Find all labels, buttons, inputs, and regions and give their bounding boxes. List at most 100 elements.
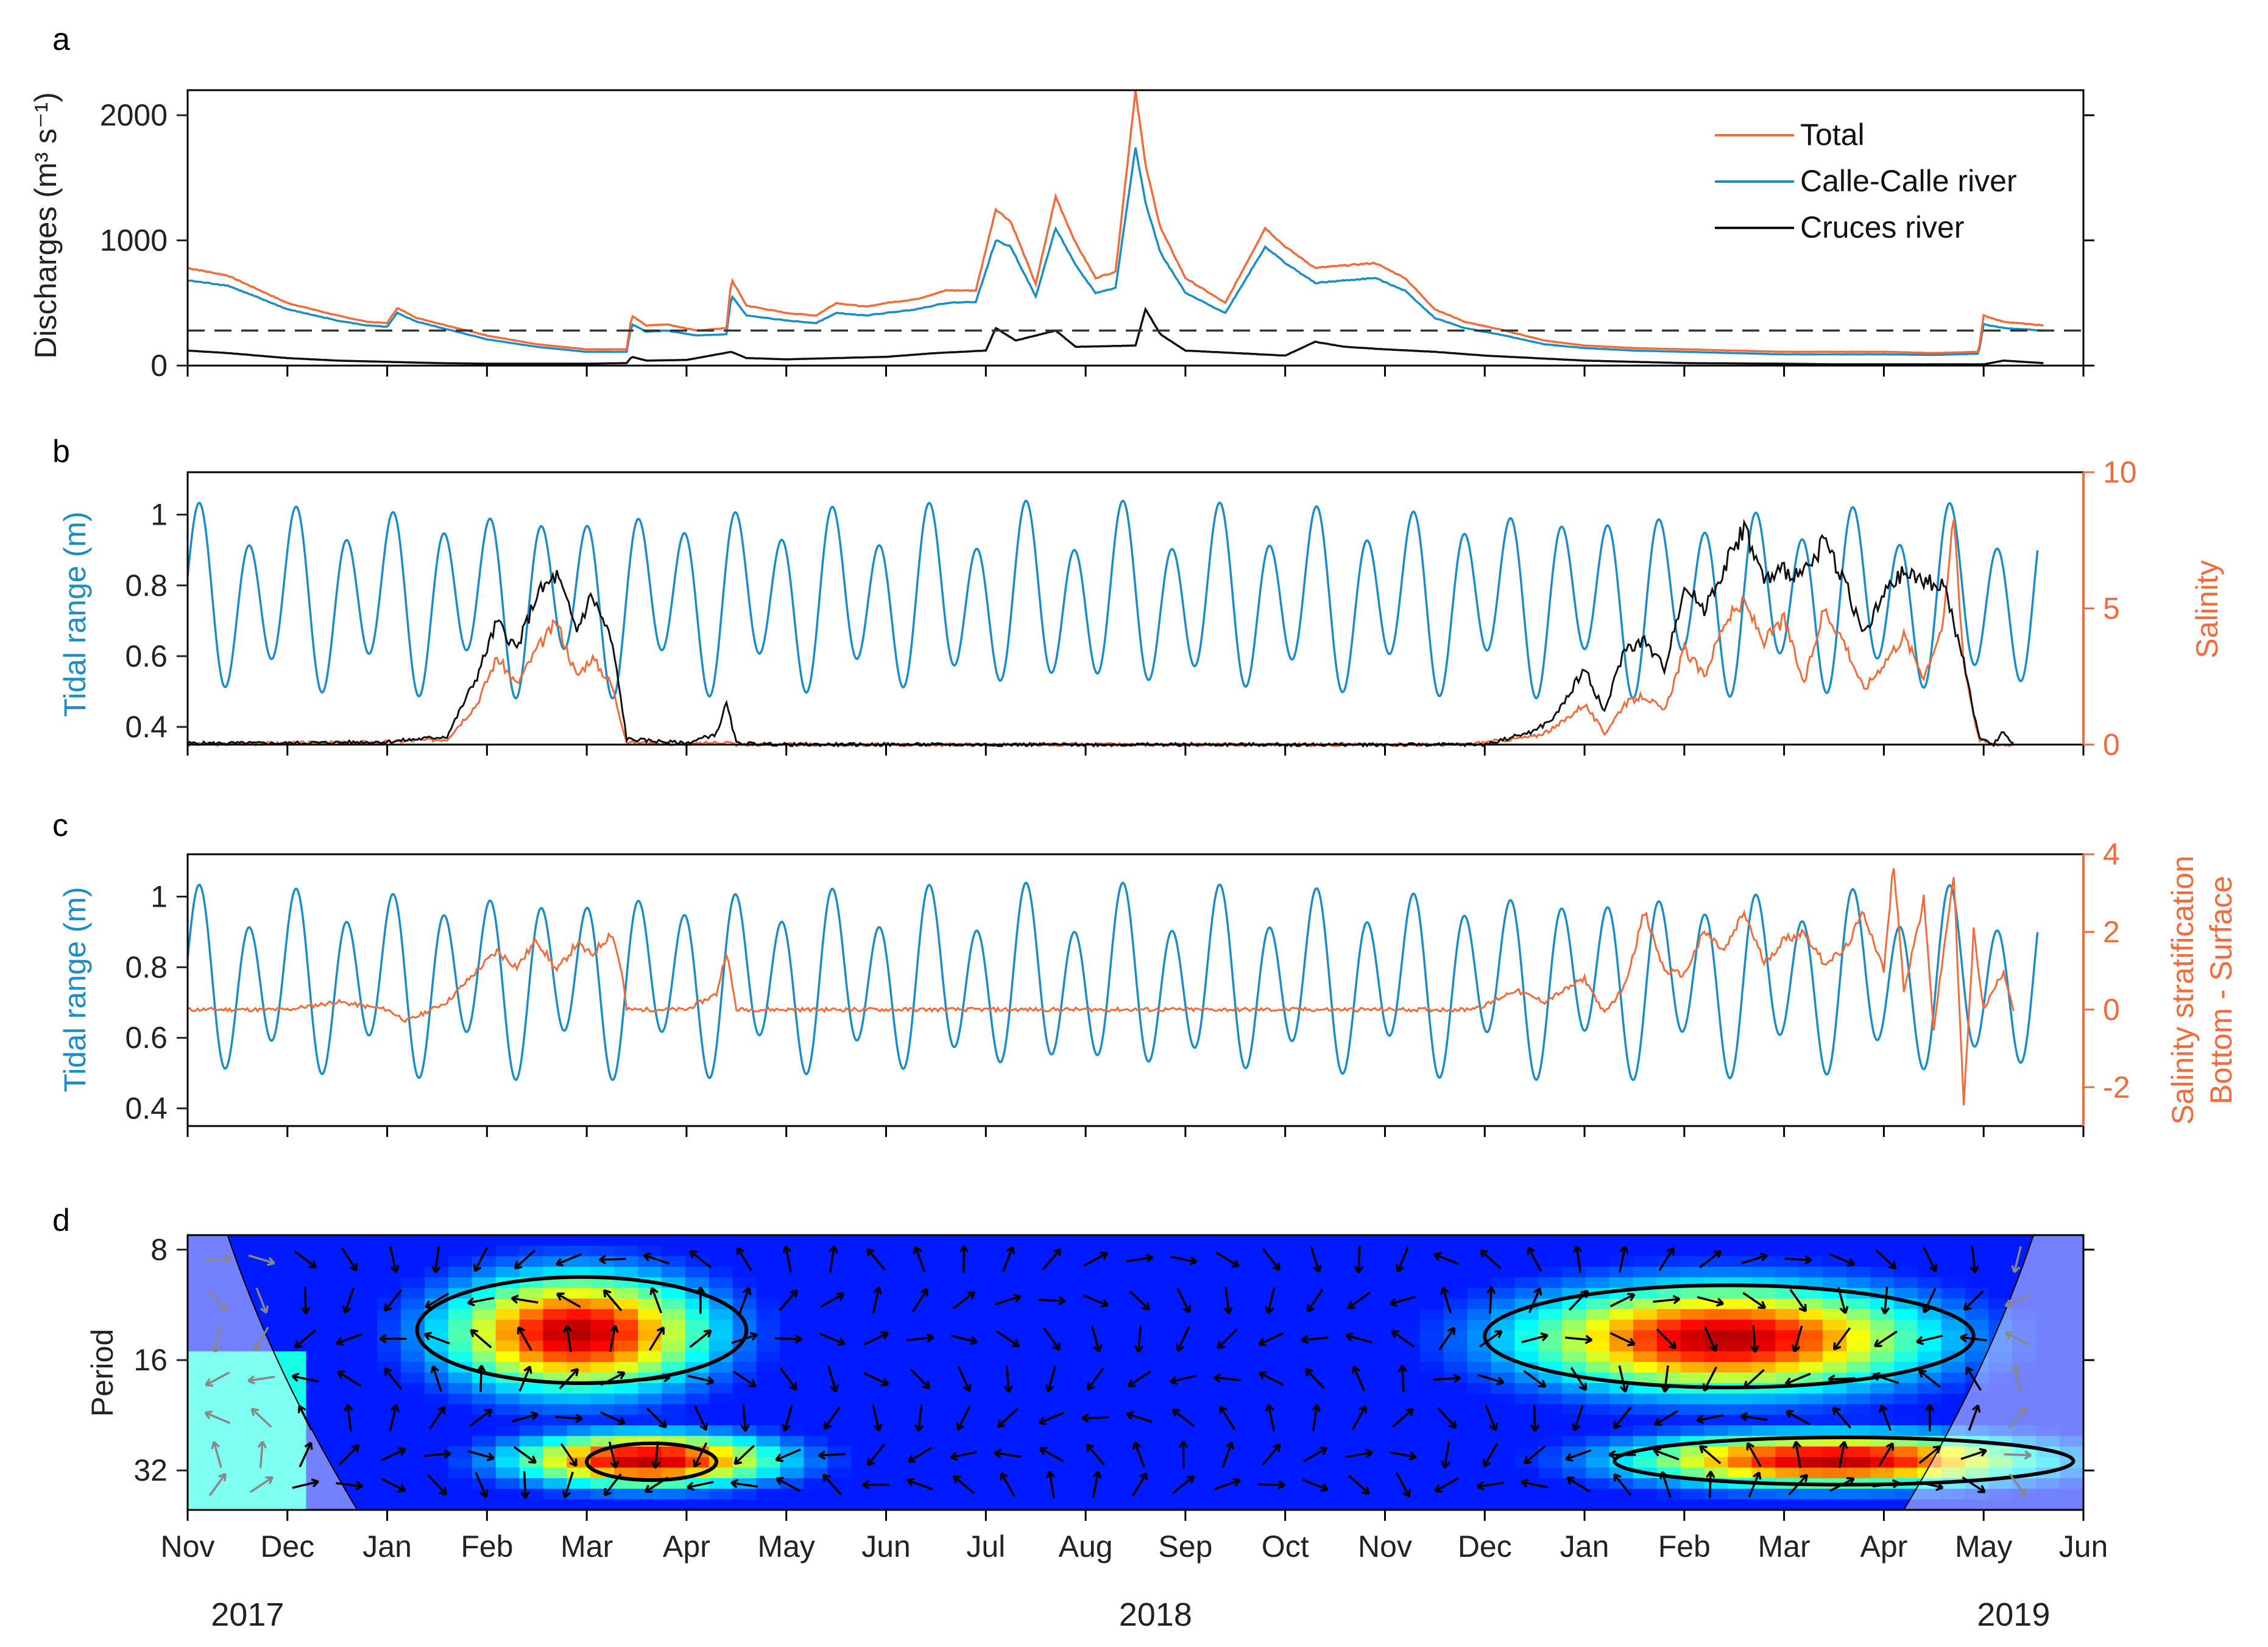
heatmap-cell <box>1112 1351 1136 1362</box>
x-tick-label: Jul <box>966 1529 1005 1564</box>
heatmap-cell <box>969 1478 994 1490</box>
heatmap-cell <box>1088 1235 1112 1247</box>
heatmap-cell <box>1159 1309 1184 1320</box>
phase-arrow <box>1872 1479 1900 1489</box>
heatmap-cell <box>1325 1287 1349 1299</box>
phase-arrow <box>562 1472 574 1498</box>
heatmap-cell <box>1301 1319 1326 1331</box>
heatmap-cell <box>875 1319 899 1331</box>
heatmap-cell <box>1680 1298 1705 1310</box>
heatmap-cell <box>1372 1499 1397 1511</box>
heatmap-cell <box>353 1330 378 1342</box>
heatmap-cell <box>448 1467 473 1479</box>
heatmap-cell <box>662 1499 686 1511</box>
y-tick-label: 5 <box>2103 592 2120 626</box>
heatmap-cell <box>1751 1330 1776 1342</box>
tidal-range-line <box>186 499 2039 700</box>
heatmap-cell <box>804 1330 828 1342</box>
phase-arrow <box>1265 1287 1276 1314</box>
heatmap-cell <box>211 1362 236 1373</box>
heatmap-cell <box>662 1267 686 1278</box>
heatmap-cell <box>472 1256 496 1267</box>
heatmap-cell <box>1609 1499 1634 1511</box>
phase-arrow <box>1438 1326 1456 1351</box>
heatmap-cell <box>401 1394 425 1405</box>
phase-arrows <box>204 1245 2032 1499</box>
heatmap-cell <box>519 1436 544 1447</box>
heatmap-cell <box>1775 1489 1800 1500</box>
phase-arrow <box>1126 1411 1153 1423</box>
heatmap-cell <box>543 1351 568 1362</box>
heatmap-cell <box>1775 1245 1800 1257</box>
heatmap-cell <box>2060 1394 2084 1405</box>
heatmap-cell <box>519 1245 544 1257</box>
heatmap-cell <box>590 1235 615 1247</box>
heatmap-cell <box>1136 1287 1160 1299</box>
heatmap-cell <box>1277 1489 1302 1500</box>
heatmap-cell <box>1633 1287 1658 1299</box>
heatmap-cell <box>1064 1362 1089 1373</box>
heatmap-cell <box>1917 1319 1942 1331</box>
heatmap-cell <box>1799 1277 1823 1289</box>
phase-arrow <box>473 1247 489 1272</box>
heatmap-cell <box>306 1351 331 1362</box>
heatmap-cell <box>614 1341 638 1352</box>
heatmap-cell <box>756 1351 781 1362</box>
heatmap-cell <box>543 1330 568 1342</box>
phase-arrow <box>379 1334 407 1344</box>
heatmap-cell <box>1823 1351 1847 1362</box>
phase-arrow <box>693 1405 708 1431</box>
phase-arrow <box>470 1329 492 1348</box>
heatmap-cell <box>1159 1267 1184 1278</box>
heatmap-cell <box>1230 1362 1255 1373</box>
heatmap-cell <box>708 1489 733 1500</box>
heatmap-cell <box>1277 1351 1302 1362</box>
heatmap-cell <box>306 1457 331 1468</box>
heatmap-cell <box>638 1489 662 1500</box>
heatmap-cell <box>1846 1309 1871 1320</box>
heatmap-cell <box>282 1425 307 1437</box>
heatmap-cell <box>1633 1319 1658 1331</box>
heatmap-cell <box>1254 1267 1279 1278</box>
heatmap-cell <box>472 1330 496 1342</box>
y-tick-label: 0.8 <box>125 568 168 603</box>
heatmap-cell <box>1443 1383 1468 1394</box>
heatmap-cell <box>969 1436 994 1447</box>
heatmap-cell <box>495 1436 520 1447</box>
heatmap-cell <box>590 1245 615 1257</box>
heatmap-cell <box>1586 1330 1610 1342</box>
heatmap-cell <box>1656 1499 1681 1511</box>
phase-arrow <box>511 1411 539 1423</box>
heatmap-cell <box>1277 1256 1302 1267</box>
heatmap-cell <box>804 1457 828 1468</box>
heatmap-cell <box>353 1436 378 1447</box>
heatmap-cell <box>1917 1235 1942 1247</box>
heatmap-cell <box>780 1478 805 1490</box>
heatmap-cell <box>1965 1287 1990 1299</box>
heatmap-cell <box>2060 1436 2084 1447</box>
heatmap-cell <box>1870 1414 1895 1426</box>
phase-arrow <box>555 1414 583 1423</box>
heatmap-cell <box>1893 1372 1918 1384</box>
heatmap-cell <box>993 1309 1018 1320</box>
heatmap-cell <box>1396 1457 1421 1468</box>
heatmap-cell <box>543 1341 568 1352</box>
heatmap-cell <box>1040 1457 1065 1468</box>
phase-arrow <box>1875 1249 1897 1270</box>
heatmap-cell <box>875 1489 899 1500</box>
heatmap-cell <box>1040 1436 1065 1447</box>
phase-arrow <box>863 1372 889 1387</box>
phase-arrow <box>1784 1255 1812 1265</box>
heatmap-cell <box>188 1467 212 1479</box>
heatmap-cell <box>708 1256 733 1267</box>
heatmap-cell <box>756 1457 781 1468</box>
phase-arrow <box>337 1370 361 1387</box>
significance-contour <box>415 1275 749 1385</box>
heatmap-cell <box>1136 1383 1160 1394</box>
heatmap-cell <box>472 1404 496 1415</box>
heatmap-cell <box>425 1425 449 1437</box>
heatmap-cell <box>282 1330 307 1342</box>
heatmap-cell <box>851 1499 875 1511</box>
heatmap-cell <box>258 1478 283 1490</box>
heatmap-cell <box>1064 1394 1089 1405</box>
